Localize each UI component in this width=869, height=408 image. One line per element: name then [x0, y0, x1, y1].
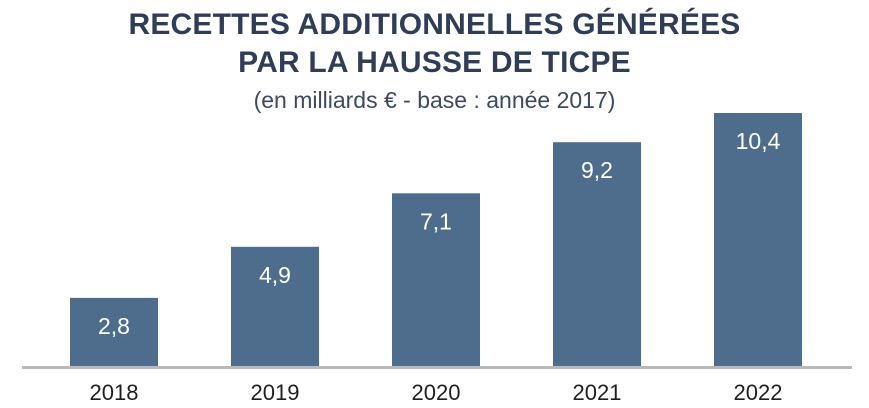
chart-subtitle: (en milliards € - base : année 2017)	[253, 87, 616, 113]
x-tick-label-2018: 2018	[90, 380, 139, 405]
bar-2018	[70, 297, 158, 366]
chart-title-line-1: RECETTES ADDITIONNELLES GÉNÉRÉES	[128, 8, 741, 41]
chart-title-line-2: PAR LA HAUSSE DE TICPE	[238, 46, 631, 79]
x-axis-ticks: 2018 2019 2020 2021 2022	[90, 380, 783, 405]
x-tick-label-2022: 2022	[734, 380, 783, 405]
bar-value-label-2020: 7,1	[420, 208, 452, 234]
bar-2019	[231, 246, 319, 366]
bar-2020	[392, 193, 480, 366]
bar-value-label-2019: 4,9	[259, 262, 291, 288]
bar-value-label-2022: 10,4	[736, 128, 781, 154]
x-tick-label-2021: 2021	[573, 380, 622, 405]
bar-2022	[714, 113, 802, 366]
bar-value-label-2021: 9,2	[581, 157, 613, 183]
x-tick-label-2019: 2019	[251, 380, 300, 405]
bar-2021	[553, 142, 641, 366]
x-tick-label-2020: 2020	[412, 380, 461, 405]
bars-group: 2,8 4,9 7,1 9,2 10,4	[70, 113, 802, 366]
bar-value-label-2018: 2,8	[98, 313, 130, 339]
